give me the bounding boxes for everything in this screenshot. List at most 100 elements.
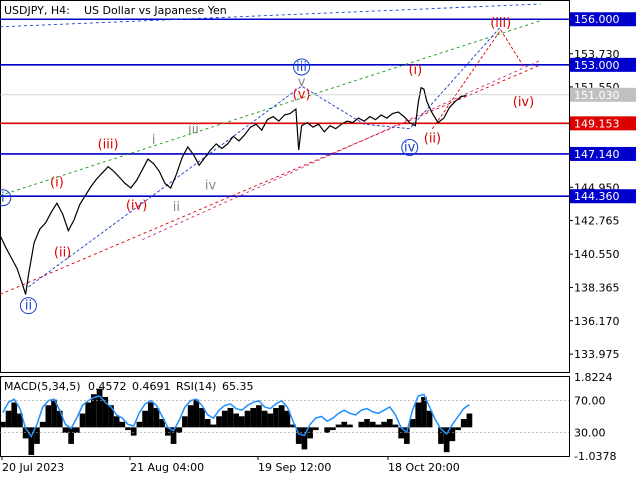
wave-label-4: (i) <box>50 176 64 191</box>
wave-label-2: iii <box>296 60 307 75</box>
macd-bar-20 <box>113 416 120 428</box>
indicator-y-axis: 1.8224 70.00 30.00 -1.0378 <box>574 371 616 463</box>
macd-bar-39 <box>221 410 228 428</box>
red-dashed-projection <box>432 29 524 129</box>
macd-bar-52 <box>295 427 302 444</box>
macd-bar-53 <box>301 427 308 450</box>
macd-bar-63 <box>358 421 365 428</box>
macd-bar-71 <box>403 427 410 444</box>
magenta-dotted-channel <box>142 59 541 241</box>
x-tick-label-0: 20 Jul 2023 <box>2 461 64 474</box>
macd-bar-44 <box>250 408 257 428</box>
macd-bar-69 <box>392 424 399 428</box>
ind-tick-label-2: 30.00 <box>574 426 606 439</box>
price-panel-frame <box>0 0 570 373</box>
macd-bar-24 <box>136 421 143 428</box>
macd-bar-14 <box>79 413 86 428</box>
macd-bar-23 <box>130 427 137 436</box>
macd-bar-13 <box>73 427 80 433</box>
macd-bar-10 <box>56 410 63 428</box>
blue-dashed-wave <box>28 26 502 288</box>
macd-bar-43 <box>244 410 251 428</box>
price-line <box>0 86 467 295</box>
macd-bar-18 <box>102 396 109 428</box>
level-tag-bg-1 <box>570 57 636 72</box>
wave-label-6: (iii) <box>98 137 119 152</box>
macd-bar-70 <box>398 427 404 439</box>
y-tick-label-1: 153.730 <box>574 48 620 61</box>
wave-label-7: (iv) <box>126 198 147 213</box>
macd-label: MACD(5,34,5) <box>4 380 81 393</box>
y-tick-label-11: 133.975 <box>574 348 620 361</box>
wave-label-10: (ii) <box>424 131 441 146</box>
wave-label-1: ii <box>25 299 32 314</box>
macd-bar-1 <box>5 410 12 428</box>
level-tag-bg-4 <box>570 189 636 204</box>
level-tag-bg-2 <box>570 116 636 131</box>
macd-bar-51 <box>290 424 296 428</box>
macd-bar-67 <box>381 421 387 428</box>
macd-bar-50 <box>284 410 291 428</box>
wave-label-3: iv <box>404 141 416 156</box>
macd-bar-54 <box>307 427 313 439</box>
wave-label-16: iv <box>205 179 217 194</box>
red-dotted-channel <box>0 64 541 295</box>
macd-bar-59 <box>335 424 342 428</box>
macd-bar-47 <box>267 413 274 428</box>
rsi-value: 65.35 <box>222 380 254 393</box>
wave-labels-layer: iiiiiiiv(i)(ii)(iii)(iv)(v)(i)(ii)(iii)(… <box>0 16 534 315</box>
macd-bar-57 <box>324 427 331 433</box>
wave-label-12: (iv) <box>513 95 534 110</box>
macd-bar-0 <box>0 421 6 428</box>
macd-bar-25 <box>142 410 148 428</box>
macd-bar-35 <box>199 408 205 428</box>
wave-label-5: (ii) <box>54 245 71 260</box>
macd-bar-49 <box>278 405 285 428</box>
macd-bar-79 <box>449 427 456 442</box>
macd-bar-48 <box>273 408 279 428</box>
macd-bar-22 <box>125 427 131 431</box>
macd-bar-82 <box>466 413 473 428</box>
macd-bar-37 <box>210 424 217 428</box>
macd-bar-17 <box>96 388 103 428</box>
macd-bar-19 <box>108 405 114 428</box>
macd-bar-42 <box>238 416 245 428</box>
wave-label-circle-3 <box>401 139 419 157</box>
macd-signal: 0.4691 <box>132 380 171 393</box>
macd-bar-78 <box>443 427 450 453</box>
macd-bar-11 <box>62 427 69 433</box>
chart-description: US Dollar vs Japanese Yen <box>84 4 227 17</box>
wave-label-14: ii <box>173 200 180 215</box>
macd-bar-64 <box>364 419 370 428</box>
level-tag-0: 156.000 <box>574 13 620 26</box>
y-tick-label-9: 138.365 <box>574 281 620 294</box>
level-tag-4: 144.360 <box>574 190 620 203</box>
x-tick-label-2: 19 Sep 12:00 <box>258 461 331 474</box>
level-tag-bg-3 <box>570 146 636 161</box>
macd-bar-3 <box>17 413 23 428</box>
current-price-tag: 151.030 <box>574 89 620 102</box>
macd-bar-5 <box>28 427 35 455</box>
macd-bar-21 <box>119 421 126 428</box>
level-tag-3: 147.140 <box>574 148 620 161</box>
x-axis: 20 Jul 2023 21 Aug 04:00 19 Sep 12:00 18 Oc… <box>1 456 460 474</box>
macd-bar-16 <box>91 394 97 428</box>
horizontal-levels-layer <box>0 18 569 198</box>
macd-bar-27 <box>153 408 160 428</box>
wave-label-circle-1 <box>19 297 37 315</box>
macd-bar-36 <box>204 419 211 428</box>
macd-value: 0.4572 <box>88 380 127 393</box>
wave-label-15: iii <box>188 122 199 137</box>
macd-bar-73 <box>415 402 422 428</box>
macd-bar-28 <box>159 419 166 428</box>
level-tag-2: 149.153 <box>574 117 620 130</box>
macd-bar-31 <box>176 427 183 433</box>
y-tick-label-8: 140.550 <box>574 248 620 261</box>
macd-bar-40 <box>227 408 234 428</box>
macd-bar-77 <box>438 427 444 444</box>
wave-label-17: v <box>298 75 306 90</box>
macd-bar-15 <box>85 402 92 428</box>
macd-bar-80 <box>455 427 461 431</box>
macd-bar-74 <box>421 396 427 428</box>
